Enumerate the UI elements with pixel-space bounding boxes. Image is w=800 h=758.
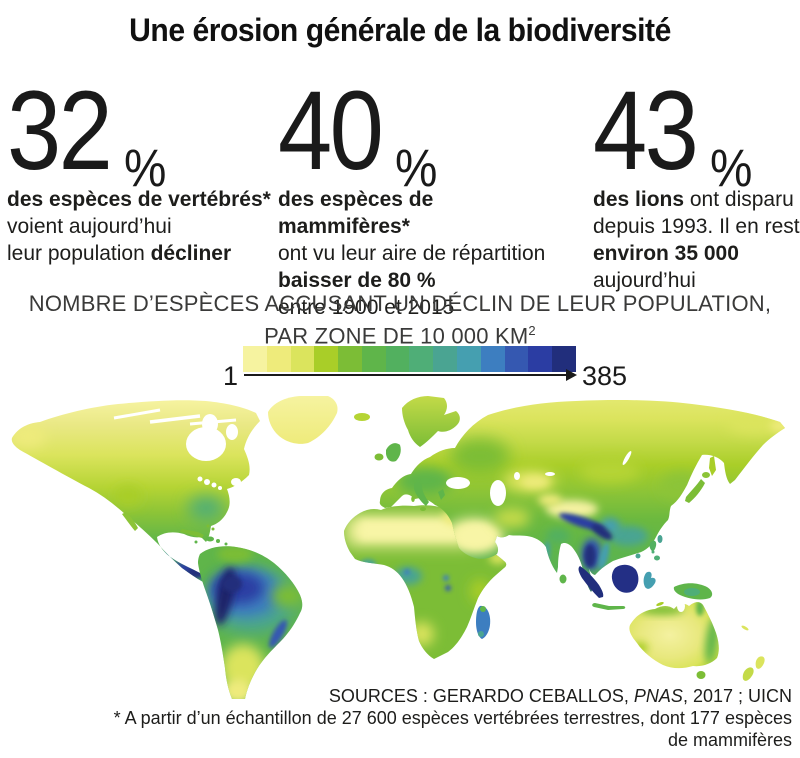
stat-number-row: 32 %	[7, 68, 287, 195]
colorbar-swatch	[528, 346, 553, 372]
colorbar-swatch	[504, 346, 529, 372]
taiwan	[657, 535, 663, 543]
percent-sign: %	[709, 138, 753, 198]
scale-min-label: 1	[222, 361, 238, 391]
stat-block-mammals: 40 % des espèces de mammifères* ont vu le…	[278, 68, 558, 321]
stat-value: 43	[593, 68, 699, 194]
stat-description: des espèces de mammifères* ont vu leur ai…	[278, 186, 558, 321]
gulf-of-carpentaria	[677, 600, 685, 612]
legend-title-superscript: 2	[528, 323, 536, 338]
philippines	[649, 540, 657, 552]
continent-africa	[344, 505, 507, 659]
percent-sign: %	[123, 138, 167, 198]
iceland	[354, 413, 370, 421]
stat-text-line: des espèces de mammifères*	[278, 188, 434, 238]
colorbar-swatch	[314, 346, 339, 372]
stat-text-line: aujourd’hui	[593, 269, 696, 292]
legend-title: NOMBRE D’ESPÈCES ACCUSANT UN DÉCLIN DE L…	[0, 290, 800, 349]
ireland	[374, 453, 384, 461]
scale-arrow-head-icon	[566, 369, 577, 381]
sakhalin	[709, 456, 716, 476]
colorbar-swatch	[290, 346, 315, 372]
page-title: Une érosion générale de la biodiversité	[129, 12, 671, 48]
scale-max-label: 385	[582, 361, 628, 391]
colorbar-swatch	[338, 346, 362, 372]
colorbar-swatch	[457, 346, 481, 372]
java	[592, 603, 626, 610]
legend-title-line2: PAR ZONE DE 10 000 KM	[264, 323, 529, 349]
stat-text-line: voient aujourd’hui	[7, 215, 172, 238]
colorbar-swatch	[552, 346, 576, 372]
sulawesi	[643, 571, 656, 589]
world-choropleth-map	[11, 396, 785, 699]
sources-note: SOURCES : GERARDO CEBALLOS, PNAS, 2017 ;…	[114, 685, 792, 751]
colorbar-swatch	[243, 346, 267, 372]
new-zealand-south	[742, 667, 754, 681]
colorbar-swatch	[409, 346, 434, 372]
united-kingdom	[386, 443, 401, 462]
stat-value: 32	[7, 68, 113, 194]
sri-lanka	[559, 574, 567, 584]
legend-title-line1: NOMBRE D’ESPÈCES ACCUSANT UN DÉCLIN DE L…	[28, 291, 772, 316]
stat-text-line: entre 1900 et 2015	[278, 296, 455, 319]
hainan	[635, 553, 641, 559]
new-zealand-north	[755, 656, 765, 669]
greenland	[268, 396, 370, 444]
stat-value: 40	[278, 68, 384, 194]
southeast-asia-islands	[578, 540, 713, 610]
stat-description: des lions ont disparu depuis 1993. Il en …	[593, 186, 800, 294]
color-scale-bar	[243, 346, 576, 372]
stat-text-line: baisser de 80 %	[278, 269, 436, 292]
madagascar	[476, 605, 491, 639]
new-caledonia	[741, 625, 749, 631]
colorbar-swatch	[480, 346, 505, 372]
stat-number-row: 40 %	[278, 68, 558, 195]
stat-text-line: ont vu leur aire de répartition	[278, 242, 546, 265]
stat-block-lions: 43 % des lions ont disparu depuis 1993. I…	[593, 68, 800, 294]
stat-text-line: depuis 1993. Il en reste	[593, 215, 800, 238]
journal-name: PNAS	[633, 686, 683, 706]
borneo	[611, 564, 639, 593]
percent-sign: %	[394, 138, 438, 198]
baja-california	[122, 512, 138, 531]
tasmania	[696, 671, 706, 679]
colorbar-swatch	[361, 346, 386, 372]
colorbar-swatch	[385, 346, 410, 372]
stat-text-line: des lions ont disparu	[593, 188, 794, 211]
colorbar-swatch	[433, 346, 458, 372]
sumatra	[578, 566, 604, 598]
japan	[685, 479, 705, 503]
stat-text-line: des espèces de vertébrés*	[7, 188, 271, 211]
sources-line1: SOURCES : GERARDO CEBALLOS, PNAS, 2017 ;…	[328, 686, 792, 706]
greece	[438, 489, 445, 500]
sources-line3: de mammifères	[667, 730, 792, 750]
timor	[656, 602, 664, 606]
sources-line2: * A partir d’un échantillon de 27 600 es…	[113, 708, 792, 728]
stat-text-line: leur population décliner	[7, 242, 232, 265]
colorbar-swatch	[266, 346, 291, 372]
continent-south-america	[198, 546, 303, 699]
continent-australia	[629, 600, 765, 681]
stat-number-row: 43 %	[593, 68, 800, 195]
hudson-bay	[186, 427, 226, 461]
stat-text-line: environ 35 000	[593, 242, 739, 265]
italy	[414, 482, 429, 506]
scale-arrow	[244, 374, 566, 376]
stat-description: des espèces de vertébrés* voient aujourd’…	[7, 186, 287, 267]
stat-block-vertebrates: 32 % des espèces de vertébrés* voient auj…	[7, 68, 287, 267]
scandinavia	[402, 396, 460, 447]
